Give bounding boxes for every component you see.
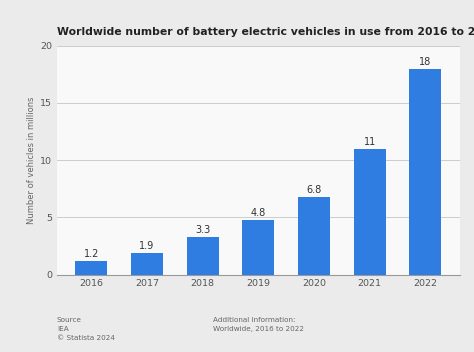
Bar <box>75 261 108 275</box>
Text: Source
IEA
© Statista 2024: Source IEA © Statista 2024 <box>57 317 115 341</box>
Text: 4.8: 4.8 <box>251 208 266 218</box>
Text: 11: 11 <box>364 137 376 147</box>
Text: Additional Information:
Worldwide, 2016 to 2022: Additional Information: Worldwide, 2016 … <box>213 317 304 332</box>
Bar <box>187 237 219 275</box>
Bar <box>298 197 330 275</box>
Bar <box>242 220 274 275</box>
Text: 1.9: 1.9 <box>139 241 155 251</box>
Bar <box>409 69 441 275</box>
Text: 3.3: 3.3 <box>195 225 210 235</box>
Text: 6.8: 6.8 <box>306 185 322 195</box>
Bar <box>131 253 163 275</box>
Y-axis label: Number of vehicles in millions: Number of vehicles in millions <box>27 96 36 224</box>
Title: Worldwide number of battery electric vehicles in use from 2016 to 2022 (in milli: Worldwide number of battery electric veh… <box>57 27 474 37</box>
Text: 18: 18 <box>419 57 431 67</box>
Text: 1.2: 1.2 <box>83 249 99 259</box>
Bar <box>354 149 386 275</box>
